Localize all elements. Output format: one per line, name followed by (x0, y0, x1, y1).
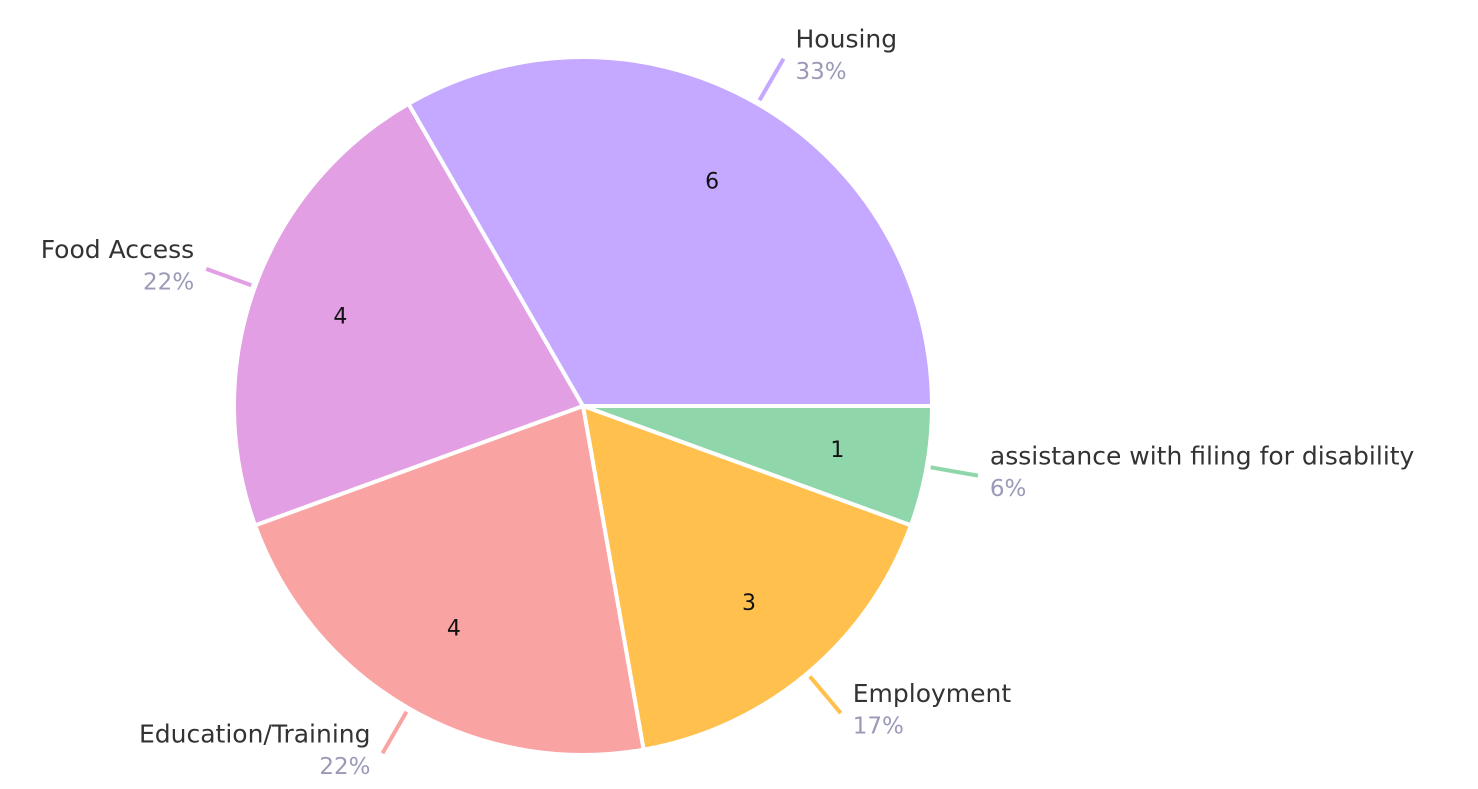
leader-line (757, 57, 786, 102)
slice-value-label: 1 (830, 438, 844, 463)
slice-percent-label: 6% (990, 476, 1027, 502)
slice-percent-label: 22% (143, 269, 194, 295)
slice-name-label: assistance with filing for disability (990, 442, 1415, 471)
pie-slice (580, 402, 914, 753)
slice-value-label: 3 (742, 591, 756, 616)
leader-line (808, 675, 843, 715)
pie-slice (252, 403, 646, 757)
slice-name-label: Housing (796, 25, 898, 54)
slice-value-label: 4 (447, 617, 461, 642)
slice-name-label: Food Access (41, 235, 194, 264)
leader-line (380, 710, 409, 755)
leader-line (930, 465, 979, 478)
slice-percent-label: 17% (853, 714, 904, 740)
pie-slice (232, 101, 586, 528)
slice-name-label: Education/Training (139, 719, 371, 748)
slice-percent-label: 33% (796, 59, 847, 85)
slice-percent-label: 22% (319, 754, 370, 780)
leader-line (205, 266, 252, 288)
slice-value-label: 4 (333, 305, 347, 330)
slice-value-label: 6 (705, 169, 719, 194)
slice-name-label: Employment (853, 679, 1012, 708)
pie-slice (405, 55, 935, 408)
